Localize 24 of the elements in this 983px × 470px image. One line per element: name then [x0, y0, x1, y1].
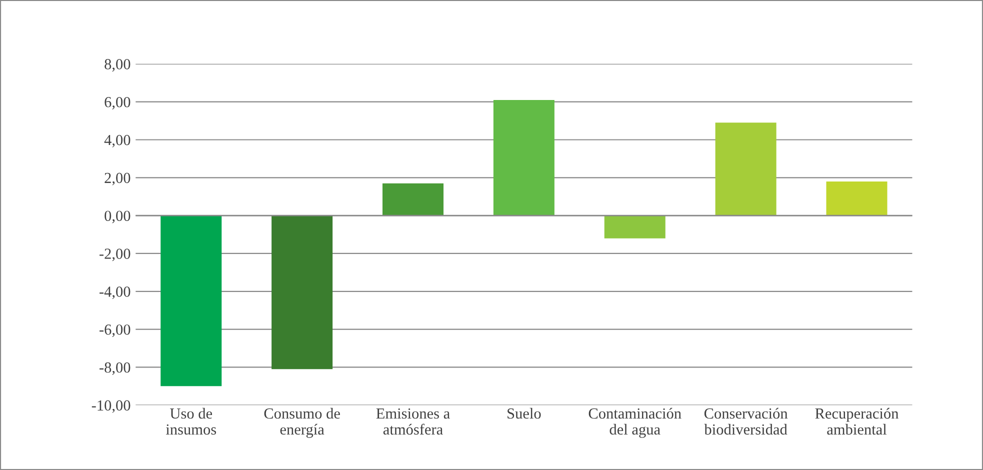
bar: [493, 100, 554, 216]
bar: [160, 216, 222, 386]
y-tick-label: 2,00: [104, 172, 130, 186]
y-tick-label: 0,00: [104, 210, 130, 224]
y-tick-label: 4,00: [104, 134, 130, 148]
x-tick-label: Contaminación del agua: [588, 408, 682, 438]
x-tick-label: Emisiones a atmósfera: [376, 408, 450, 435]
x-tick-label: Suelo: [508, 408, 541, 419]
y-tick-label: -8,00: [100, 362, 130, 375]
y-tick-label: 8,00: [104, 59, 130, 72]
y-tick-label: -6,00: [100, 324, 130, 337]
x-tick-label: Consumo de energía: [264, 408, 340, 438]
y-tick-label: -10,00: [92, 400, 130, 413]
bar: [382, 183, 444, 216]
bar: [826, 181, 888, 216]
bar: [604, 216, 666, 238]
x-tick-label: Recuperación ambiental: [815, 408, 899, 435]
bar: [272, 216, 333, 370]
bar: [715, 122, 776, 216]
y-tick-label: -2,00: [100, 248, 130, 262]
x-tick-label: Uso de insumos: [166, 408, 216, 435]
x-tick-label: Conservación biodiversidad: [704, 408, 788, 435]
y-tick-label: -4,00: [100, 286, 130, 300]
y-tick-label: 6,00: [104, 96, 130, 110]
